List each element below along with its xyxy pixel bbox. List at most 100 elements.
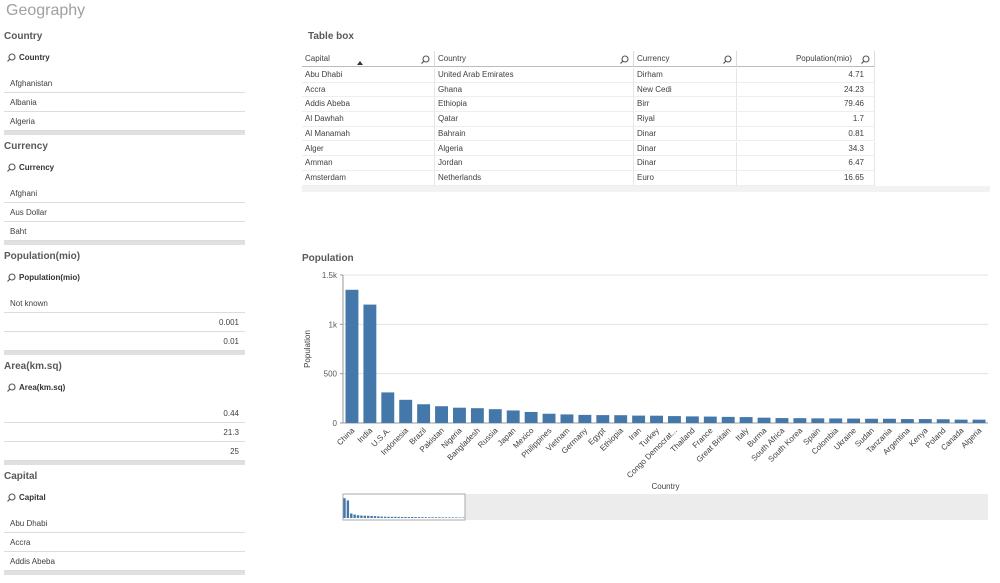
scrollbar-window (342, 493, 466, 521)
bar (632, 415, 646, 423)
table-cell: Dirham (634, 68, 737, 83)
filter-title: Country (4, 31, 43, 42)
filter-item[interactable]: Albania (4, 93, 245, 112)
table-cell: Ghana (435, 82, 634, 98)
column-header[interactable]: Country (435, 51, 634, 67)
bar (757, 417, 771, 423)
filter-item[interactable]: Baht (4, 222, 245, 241)
table-cell: Alger (302, 141, 435, 157)
table-cell: 24.23 (737, 82, 875, 98)
mini-bar (353, 514, 356, 518)
filter-item[interactable]: 25 (4, 442, 245, 461)
mini-bar (360, 515, 363, 518)
filter-item[interactable]: 0.01 (4, 332, 245, 351)
bar (381, 392, 395, 423)
table-cell: Dinar (634, 141, 737, 157)
filter-search[interactable]: Currency (19, 163, 55, 172)
table-cell: Al Manamah (302, 126, 435, 142)
bar (865, 418, 878, 423)
bar (847, 418, 861, 423)
filter-item[interactable]: 0.44 (4, 404, 245, 423)
filter-search[interactable]: Area(km.sq) (19, 383, 66, 392)
filter-scrollbar (4, 241, 245, 245)
bar (596, 415, 610, 423)
mini-bar (343, 498, 346, 518)
filter-search[interactable]: Population(mio) (19, 273, 80, 282)
y-tick-label: 1.5k (322, 271, 338, 280)
search-icon[interactable] (7, 493, 16, 502)
table-cell: Amsterdam (302, 170, 435, 186)
search-icon[interactable] (723, 55, 732, 64)
search-icon[interactable] (7, 383, 16, 392)
search-icon[interactable] (421, 55, 430, 64)
mini-bar (377, 516, 380, 518)
bar (829, 418, 843, 423)
mini-bar (370, 515, 373, 518)
mini-bar (434, 517, 438, 518)
bar (399, 399, 413, 423)
filter-item[interactable]: 0.001 (4, 313, 245, 332)
table-title: Table box (308, 31, 354, 42)
bar (488, 409, 502, 423)
bar (775, 418, 789, 423)
table-cell: Abu Dhabi (302, 68, 435, 83)
mini-bar (400, 516, 404, 518)
search-icon[interactable] (861, 55, 870, 64)
mini-bar (411, 517, 414, 518)
bar (685, 416, 699, 423)
filter-item[interactable]: Aus Dollar (4, 203, 245, 222)
page-title: Geography (6, 2, 86, 19)
mini-bar (367, 515, 370, 518)
y-axis-title: Population (303, 330, 312, 368)
table-cell: Netherlands (435, 170, 634, 186)
search-icon[interactable] (7, 163, 16, 172)
mini-bar (356, 515, 360, 518)
table-cell: New Cedi (634, 82, 737, 98)
mini-bar (421, 517, 424, 518)
filter-item[interactable]: Addis Abeba (4, 552, 245, 571)
filter-item[interactable]: 21.3 (4, 423, 245, 442)
mini-bar (448, 517, 451, 518)
column-header[interactable]: Currency (634, 51, 737, 67)
filter-item[interactable]: Not known (4, 294, 245, 313)
bar (721, 416, 735, 423)
column-header[interactable]: Capital (302, 51, 435, 67)
bar (470, 408, 484, 423)
table-cell: 4.71 (737, 68, 875, 83)
table-cell: Euro (634, 170, 737, 186)
filter-scrollbar (4, 131, 245, 135)
table-cell: 1.7 (737, 112, 875, 127)
mini-bar (431, 517, 434, 518)
table-cell: 6.47 (737, 156, 875, 171)
bar (668, 416, 681, 423)
y-tick-label: 500 (324, 370, 338, 379)
mini-bar (350, 513, 353, 518)
bar (703, 416, 717, 423)
search-icon[interactable] (620, 55, 629, 64)
filter-item[interactable]: Abu Dhabi (4, 514, 245, 533)
table-fade (302, 186, 990, 192)
bar (453, 407, 466, 423)
table-cell: Amman (302, 156, 435, 171)
mini-bar (424, 517, 428, 518)
mini-bar (451, 517, 455, 518)
filter-item[interactable]: Algeria (4, 112, 245, 131)
bar (345, 289, 359, 423)
bar (811, 418, 825, 423)
filter-search[interactable]: Capital (19, 493, 46, 502)
x-axis-title: Country (651, 482, 679, 491)
bar (936, 419, 950, 423)
filter-item[interactable]: Afghani (4, 184, 245, 203)
bar (793, 418, 807, 423)
sort-arrow (357, 61, 363, 65)
bar (435, 406, 448, 423)
search-icon[interactable] (7, 273, 16, 282)
filter-search[interactable]: Country (19, 53, 50, 62)
filter-item[interactable]: Afghanistan (4, 74, 245, 93)
filter-item[interactable]: Accra (4, 533, 245, 552)
column-header[interactable]: Population(mio) (737, 51, 875, 67)
search-icon[interactable] (7, 53, 16, 62)
bar (614, 415, 628, 423)
chart-title: Population (302, 253, 354, 264)
